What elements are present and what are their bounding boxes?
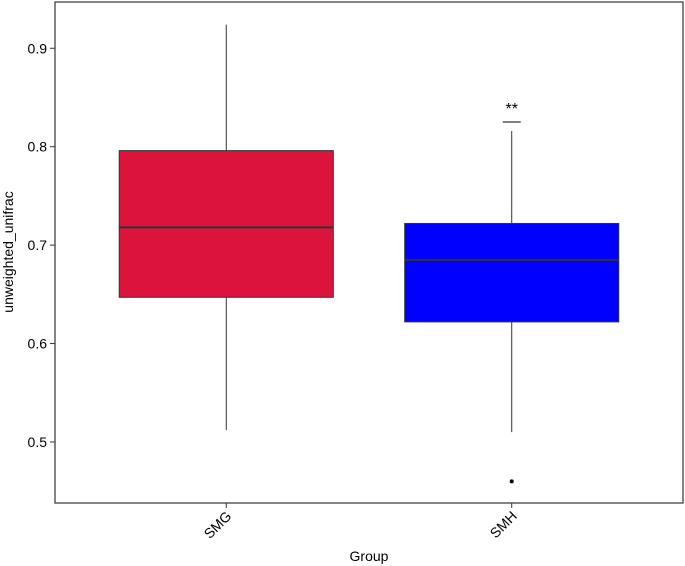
x-tick-label: SMH — [487, 508, 520, 541]
y-tick-label: 0.5 — [28, 434, 48, 450]
plot-frame — [54, 1, 684, 504]
y-tick-label: 0.6 — [28, 336, 48, 352]
y-tick-label: 0.9 — [28, 40, 48, 56]
box — [404, 222, 620, 323]
x-axis-title: Group — [350, 548, 389, 564]
box — [118, 150, 334, 298]
y-tick-label: 0.8 — [28, 139, 48, 155]
y-axis-title: unweighted_unifrac — [0, 191, 16, 312]
significance-label: ** — [506, 101, 518, 118]
y-tick-label: 0.7 — [28, 237, 48, 253]
outlier — [509, 479, 514, 484]
x-tick-label: SMG — [201, 508, 235, 542]
